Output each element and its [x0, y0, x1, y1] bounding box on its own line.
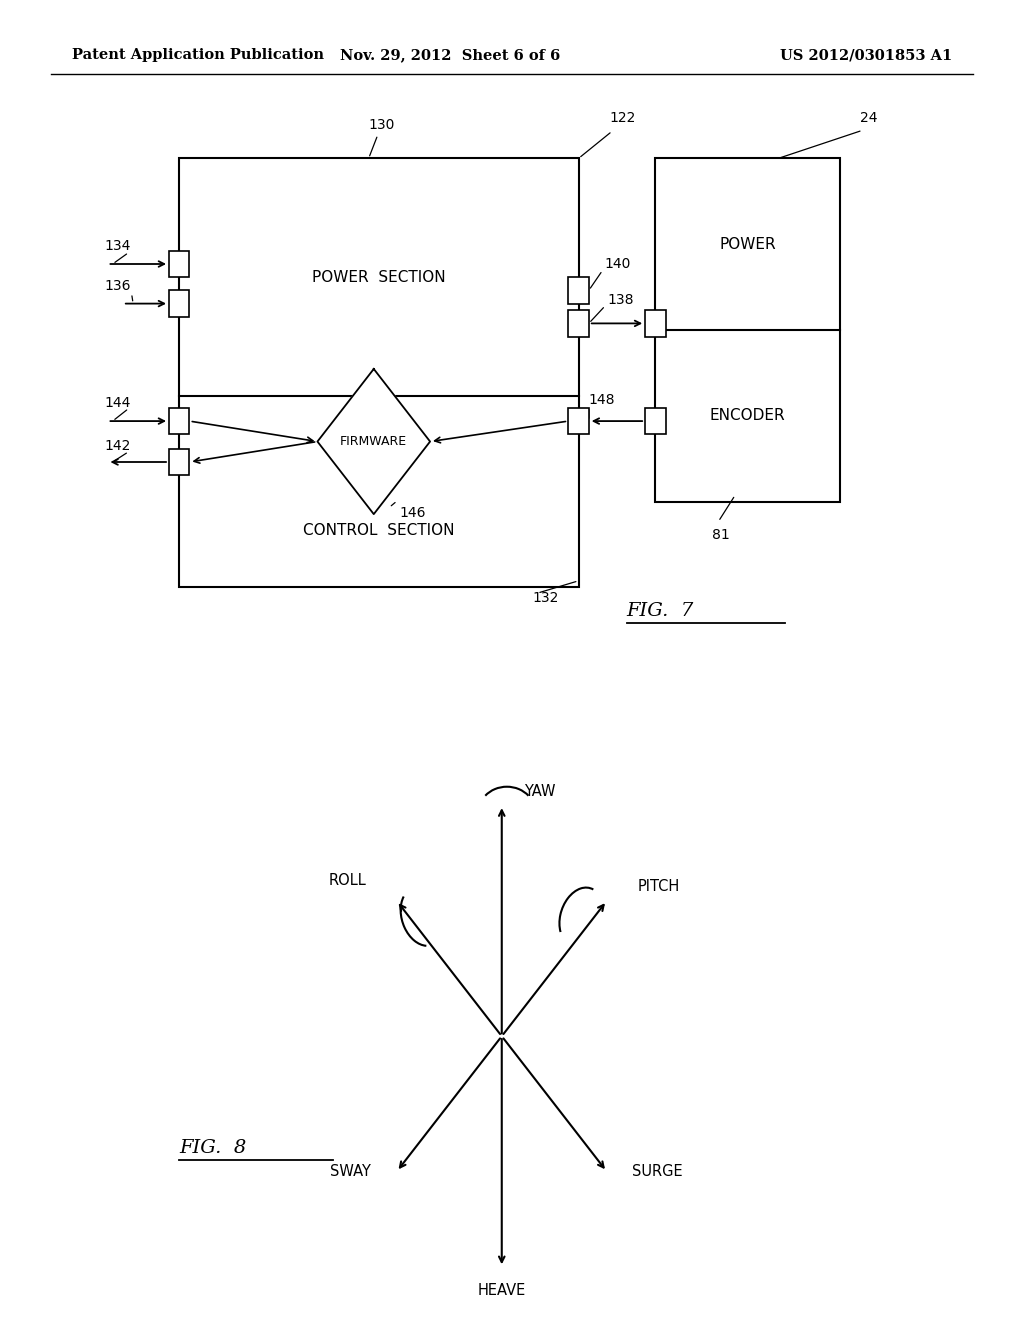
Text: SWAY: SWAY — [331, 1164, 371, 1179]
Bar — [169, 251, 189, 277]
Text: POWER  SECTION: POWER SECTION — [312, 269, 445, 285]
Text: 140: 140 — [604, 257, 631, 271]
Text: HEAVE: HEAVE — [477, 1283, 526, 1298]
Text: 134: 134 — [104, 239, 131, 252]
Text: FIRMWARE: FIRMWARE — [340, 436, 408, 447]
Text: 136: 136 — [104, 280, 131, 293]
Text: ENCODER: ENCODER — [710, 408, 785, 424]
Bar — [645, 408, 666, 434]
Text: SURGE: SURGE — [633, 1164, 683, 1179]
Text: CONTROL  SECTION: CONTROL SECTION — [303, 523, 455, 539]
Text: FIG.  8: FIG. 8 — [179, 1139, 247, 1158]
Text: Patent Application Publication: Patent Application Publication — [72, 49, 324, 62]
Polygon shape — [317, 368, 430, 515]
Bar — [655, 158, 840, 502]
Text: 148: 148 — [589, 393, 615, 407]
Text: US 2012/0301853 A1: US 2012/0301853 A1 — [780, 49, 952, 62]
Text: Nov. 29, 2012  Sheet 6 of 6: Nov. 29, 2012 Sheet 6 of 6 — [340, 49, 561, 62]
Bar — [169, 290, 189, 317]
Text: 130: 130 — [369, 117, 395, 132]
Text: PITCH: PITCH — [638, 879, 680, 894]
Text: ROLL: ROLL — [329, 873, 366, 887]
Text: 144: 144 — [104, 396, 131, 409]
Bar — [169, 449, 189, 475]
Text: 81: 81 — [712, 528, 729, 543]
Bar — [169, 408, 189, 434]
Text: 138: 138 — [607, 293, 634, 306]
Bar — [568, 310, 589, 337]
Text: 142: 142 — [104, 440, 131, 453]
Bar — [568, 408, 589, 434]
Text: 132: 132 — [532, 591, 559, 605]
Text: 146: 146 — [399, 506, 426, 520]
Bar — [568, 277, 589, 304]
Bar — [179, 158, 579, 587]
Text: POWER: POWER — [719, 236, 776, 252]
Text: 122: 122 — [609, 111, 636, 125]
Text: 24: 24 — [860, 111, 878, 125]
Text: YAW: YAW — [524, 784, 556, 799]
Text: FIG.  7: FIG. 7 — [627, 602, 694, 620]
Bar — [645, 310, 666, 337]
